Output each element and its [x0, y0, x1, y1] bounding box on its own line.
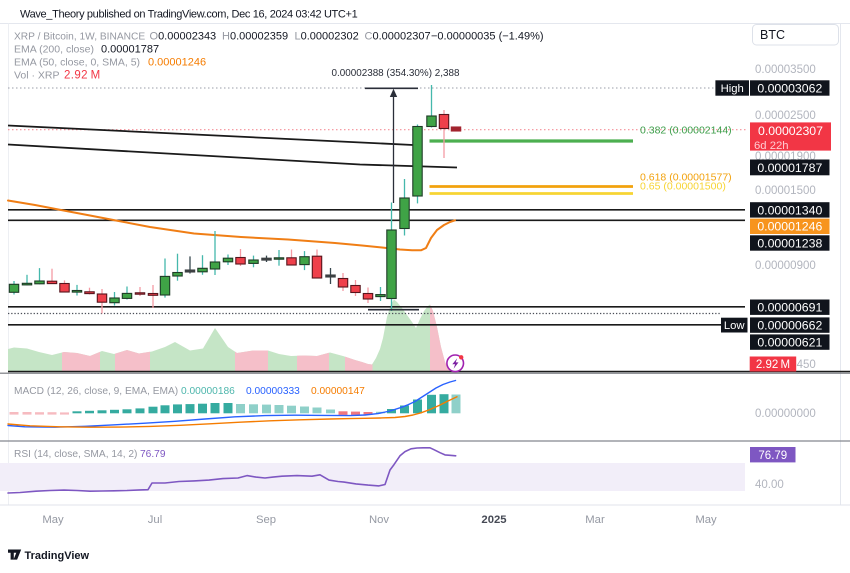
svg-text:MACD (12, 26, close, 9, EMA, E: MACD (12, 26, close, 9, EMA, EMA) 0.00000…: [14, 386, 365, 397]
svg-text:EMA (200, close) 0.00001787: EMA (200, close) 0.00001787: [14, 44, 159, 56]
svg-text:76.79: 76.79: [758, 450, 787, 462]
svg-text:Mar: Mar: [585, 514, 605, 526]
svg-text:0.00000662: 0.00000662: [757, 319, 822, 333]
svg-text:0.65 (0.00001500): 0.65 (0.00001500): [640, 181, 726, 193]
svg-text:Vol · XRP 2.92 M: Vol · XRP 2.92 M: [14, 70, 101, 82]
svg-text:0.00001246: 0.00001246: [757, 220, 822, 234]
svg-text:2025: 2025: [481, 514, 506, 526]
svg-text:0.00001238: 0.00001238: [757, 236, 822, 250]
svg-text:0.00000691: 0.00000691: [757, 301, 822, 315]
svg-text:Sep: Sep: [256, 514, 276, 526]
svg-text:Jul: Jul: [148, 514, 162, 526]
svg-text:High: High: [721, 83, 744, 95]
svg-text:XRP / Bitcoin, 1W, BINANCE: XRP / Bitcoin, 1W, BINANCE: [14, 32, 145, 43]
svg-text:0.618 (0.00001577): 0.618 (0.00001577): [640, 172, 732, 184]
svg-text:0.00000000: 0.00000000: [755, 408, 816, 420]
svg-text:Nov: Nov: [369, 514, 389, 526]
svg-text:0.00002500: 0.00002500: [755, 110, 816, 122]
svg-text:2.92 M: 2.92 M: [756, 359, 790, 371]
svg-text:0.00003500: 0.00003500: [755, 64, 816, 76]
svg-text:TradingView: TradingView: [25, 550, 90, 562]
svg-text:0.00003062: 0.00003062: [757, 81, 822, 95]
svg-text:0.00000900: 0.00000900: [755, 260, 816, 272]
svg-text:BTC: BTC: [760, 28, 785, 42]
svg-text:RSI (14, close, SMA, 14, 2)76.: RSI (14, close, SMA, 14, 2) 76.79: [14, 449, 166, 460]
svg-text:Wave_Theory published on Tradi: Wave_Theory published on TradingView.com…: [20, 9, 358, 21]
svg-text:0.00000621: 0.00000621: [757, 336, 822, 350]
svg-text:EMA (50, close, 0, SMA, 5) 0.0: EMA (50, close, 0, SMA, 5) 0.00001246: [14, 57, 206, 69]
svg-text:6d 22h: 6d 22h: [754, 140, 789, 152]
svg-text:0.00001500: 0.00001500: [755, 185, 816, 197]
svg-text:0.00001340: 0.00001340: [757, 203, 822, 217]
svg-text:May: May: [695, 514, 717, 526]
svg-text:May: May: [42, 514, 64, 526]
svg-text:0.00001787: 0.00001787: [757, 161, 822, 175]
svg-text:0.00002307: 0.00002307: [758, 124, 823, 138]
svg-text:40.00: 40.00: [755, 479, 784, 491]
svg-text:0.382 (0.00002144): 0.382 (0.00002144): [640, 125, 732, 137]
svg-text:0.00002388 (354.30%) 2,388: 0.00002388 (354.30%) 2,388: [332, 68, 460, 79]
svg-text:Low: Low: [724, 320, 746, 332]
